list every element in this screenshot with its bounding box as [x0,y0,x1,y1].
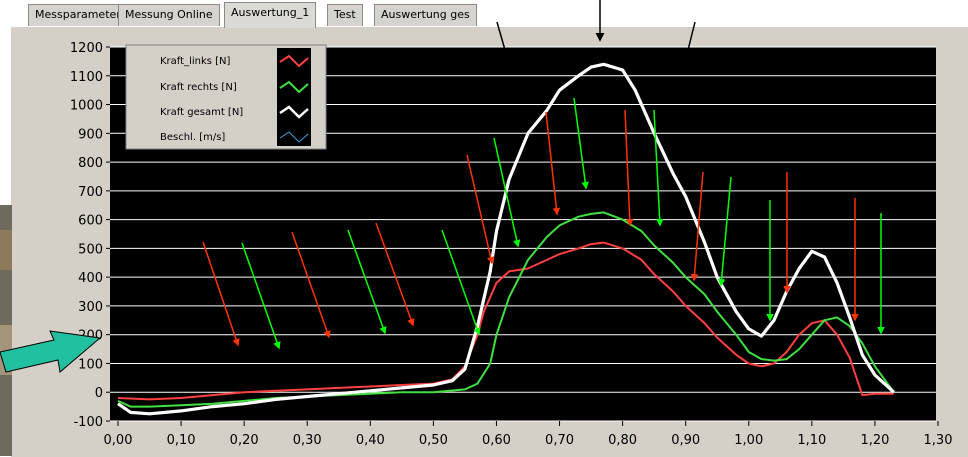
y-tick-label: 1200 [70,41,103,56]
y-tick-label: 600 [78,214,103,229]
legend-swatch-kraft-gesamt [279,105,309,119]
legend-swatch-kraft-rechts [279,80,309,94]
red-arrow [690,171,704,282]
black-line [496,21,506,51]
tab-auswertung-1[interactable]: Auswertung_1 [224,2,317,28]
tab-bar: Messparameter Messung Online Auswertung_… [0,0,968,28]
y-tick-label: 100 [78,357,103,372]
y-tick-label: 1000 [70,99,103,114]
legend-swatch-beschl [279,131,309,143]
red-arrow [291,231,331,339]
x-tick-label: 0,90 [671,433,700,448]
legend-label: Beschl. [m/s] [160,132,225,143]
x-tick-label: 0,10 [167,433,196,448]
x-tick-label: 1,00 [734,433,763,448]
y-tick-label: 700 [78,185,103,200]
series-line [117,62,895,416]
x-tick-label: 0,50 [419,433,448,448]
red-arrow [466,154,495,265]
green-arrow [441,229,481,336]
tab-test[interactable]: Test [327,4,363,26]
y-tick-label: -100 [73,415,103,430]
red-arrow [375,222,415,327]
x-tick-label: 0,00 [104,433,133,448]
y-tick-label: 500 [78,242,103,257]
x-tick-label: 0,40 [356,433,385,448]
x-tick-label: 0,30 [293,433,322,448]
y-tick-label: 0 [95,386,103,401]
y-tick-label: 400 [78,271,103,286]
green-arrow [717,176,732,287]
x-tick-label: 0,70 [545,433,574,448]
x-tick-label: 1,20 [860,433,889,448]
red-arrow [545,111,561,216]
black-line [687,21,696,51]
chart-legend: Kraft_links [N] Kraft rechts [N] Kraft g… [125,44,327,150]
x-tick-label: 1,10 [797,433,826,448]
green-arrow [241,242,281,350]
y-tick-label: 900 [78,127,103,142]
legend-label: Kraft_links [N] [160,56,231,67]
green-arrow [653,109,664,227]
annotation-arrows [202,0,885,350]
series-line [117,241,894,401]
legend-label: Kraft gesamt [N] [160,107,243,118]
x-tick-label: 0,80 [608,433,637,448]
green-arrow [347,229,387,335]
red-arrow [202,241,240,347]
red-arrow [624,109,634,227]
green-arrow [573,97,589,190]
tab-messung-online[interactable]: Messung Online [118,4,220,26]
legend-swatch-kraft-links [279,54,309,68]
x-tick-label: 1,30 [924,433,953,448]
x-tick-label: 0,60 [482,433,511,448]
y-tick-label: 800 [78,156,103,171]
teal-arrow [0,330,102,373]
green-arrow [493,137,521,248]
background-photo-fragment [0,205,12,456]
x-tick-label: 0,20 [230,433,259,448]
tab-auswertung-ges[interactable]: Auswertung ges [374,4,477,26]
y-tick-label: 1100 [70,70,103,85]
y-tick-label: 300 [78,300,103,315]
legend-label: Kraft rechts [N] [160,82,237,93]
